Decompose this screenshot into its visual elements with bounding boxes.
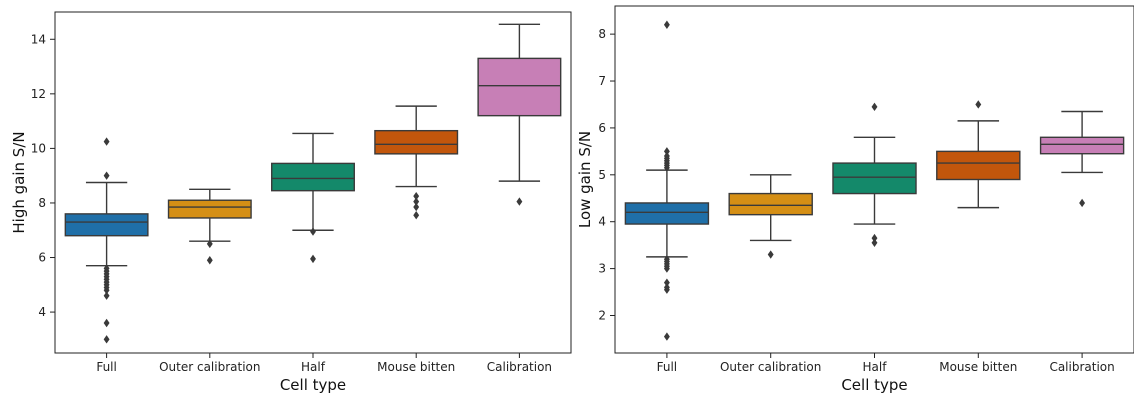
y-tick-label: 14 <box>31 32 46 46</box>
low-gain-panel: 2 3 4 5 6 7 8 Full Outer calibration Half Mouse bi… <box>576 5 1134 394</box>
x-axis-label: Cell type <box>841 376 907 394</box>
x-tick-label: Outer calibration <box>159 360 260 374</box>
y-tick-label: 6 <box>38 251 46 265</box>
y-tick-label: 8 <box>598 27 606 41</box>
outlier-point <box>103 335 110 344</box>
box-calibration <box>1039 110 1125 208</box>
outlier-point <box>663 285 670 294</box>
outlier-point <box>663 264 670 273</box>
iqr-box <box>374 129 459 155</box>
box-outer-calibration <box>167 188 252 265</box>
outlier-point <box>103 318 110 328</box>
iqr-box <box>624 202 710 225</box>
outlier-point <box>103 291 110 300</box>
outlier-point <box>103 137 110 146</box>
outlier-point <box>310 227 316 236</box>
y-tick-label: 10 <box>31 141 46 155</box>
box-mouse-bitten <box>374 105 459 220</box>
outlier-point <box>516 197 523 206</box>
box-calibration <box>477 23 562 206</box>
y-tick-label: 6 <box>598 121 606 135</box>
iqr-box <box>728 192 813 216</box>
x-tick-label: Half <box>863 360 888 374</box>
y-tick-label: 4 <box>38 305 46 319</box>
y-tick-label: 3 <box>598 262 606 276</box>
iqr-box <box>167 199 252 219</box>
outlier-point <box>206 256 213 265</box>
iqr-box <box>832 162 917 195</box>
x-tick-label: Calibration <box>1049 360 1114 374</box>
outlier-point <box>663 20 670 29</box>
y-axis-label: Low gain S/N <box>576 131 594 228</box>
x-tick-label: Mouse bitten <box>377 360 455 374</box>
x-tick-label: Calibration <box>487 360 552 374</box>
x-tick-label: Half <box>301 360 326 374</box>
high-gain-panel: 4 6 8 10 12 14 Full Outer calibration Half Mouse … <box>10 11 572 394</box>
iqr-box <box>477 57 562 117</box>
outlier-point <box>871 233 878 243</box>
y-tick-label: 12 <box>31 87 46 101</box>
y-tick-label: 4 <box>598 215 606 229</box>
outlier-point <box>767 250 774 259</box>
box-half <box>832 102 917 248</box>
x-tick-label: Full <box>657 360 678 374</box>
outlier-point <box>310 254 316 264</box>
box-half <box>271 132 355 264</box>
box-full <box>64 137 149 344</box>
outlier-point <box>413 191 420 201</box>
outlier-point <box>103 171 110 180</box>
outlier-point <box>413 202 420 212</box>
outlier-point <box>663 147 670 156</box>
x-tick-label: Full <box>96 360 117 374</box>
outlier-point <box>413 211 420 220</box>
outlier-point <box>413 197 420 206</box>
iqr-box <box>1039 136 1125 155</box>
box-full <box>624 20 710 341</box>
outlier-point <box>663 332 670 341</box>
y-tick-label: 5 <box>598 168 606 182</box>
outlier-point <box>975 100 982 109</box>
outlier-point <box>663 278 670 287</box>
outlier-point <box>871 238 878 248</box>
iqr-box <box>64 213 149 237</box>
outlier-point <box>206 239 213 249</box>
x-tick-label: Mouse bitten <box>939 360 1017 374</box>
outlier-point <box>663 163 670 172</box>
outlier-point <box>103 286 110 295</box>
x-axis-label: Cell type <box>280 376 346 394</box>
y-tick-label: 8 <box>38 196 46 210</box>
iqr-box <box>271 162 355 192</box>
y-axis-label: High gain S/N <box>10 131 28 233</box>
outlier-point <box>1079 198 1086 208</box>
box-outer-calibration <box>728 174 813 259</box>
y-tick-label: 2 <box>598 308 606 322</box>
iqr-box <box>936 150 1021 181</box>
outlier-point <box>871 102 878 112</box>
y-tick-label: 7 <box>598 74 606 88</box>
x-tick-label: Outer calibration <box>720 360 821 374</box>
box-mouse-bitten <box>936 100 1021 209</box>
